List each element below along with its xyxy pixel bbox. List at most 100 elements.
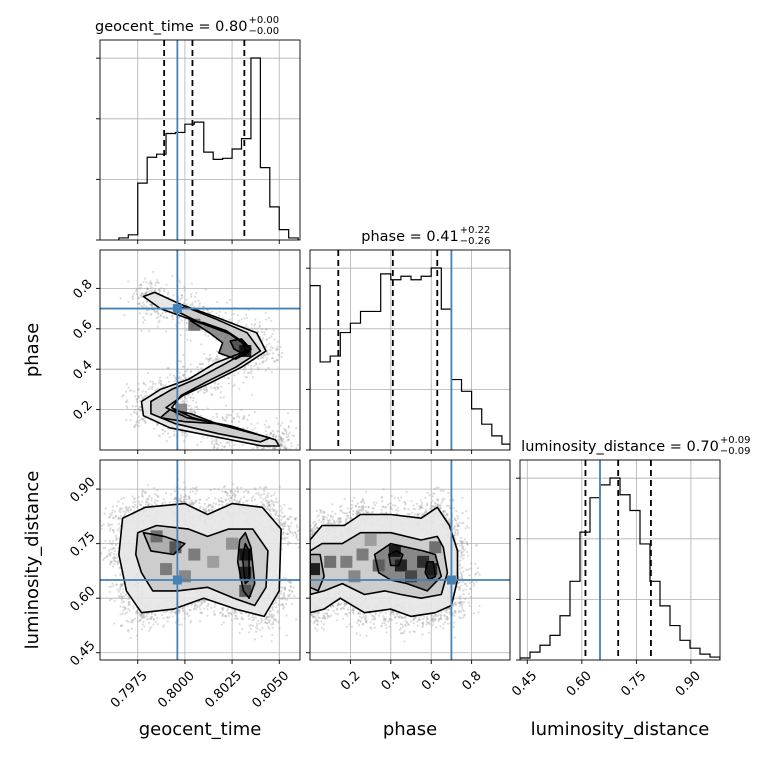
scatter-point	[435, 498, 438, 501]
scatter-point	[236, 415, 239, 418]
scatter-point	[270, 494, 273, 498]
scatter-point	[115, 543, 118, 546]
scatter-point	[213, 386, 216, 389]
scatter-point	[145, 281, 148, 284]
scatter-point	[264, 499, 267, 502]
scatter-point	[213, 487, 216, 490]
scatter-point	[276, 430, 279, 433]
scatter-point	[229, 612, 232, 615]
scatter-point	[404, 503, 407, 506]
scatter-point	[188, 495, 191, 498]
scatter-point	[145, 612, 148, 616]
scatter-point	[155, 503, 158, 506]
scatter-point	[273, 617, 276, 620]
scatter-point	[338, 520, 341, 524]
scatter-point	[294, 531, 297, 534]
scatter-point	[345, 625, 348, 629]
scatter-point	[144, 420, 147, 423]
scatter-point	[362, 505, 365, 509]
scatter-point	[361, 506, 364, 509]
scatter-point	[427, 621, 431, 625]
scatter-point	[141, 493, 144, 496]
scatter-point	[436, 499, 439, 502]
scatter-point	[223, 485, 226, 488]
density-cell	[324, 555, 337, 568]
scatter-point	[241, 443, 244, 446]
scatter-point	[282, 437, 285, 440]
scatter-point	[135, 398, 138, 401]
scatter-point	[251, 428, 254, 432]
scatter-point	[275, 497, 278, 500]
scatter-point	[365, 490, 368, 493]
scatter-point	[195, 401, 198, 404]
scatter-point	[322, 521, 325, 524]
scatter-point	[463, 553, 466, 556]
scatter-point	[133, 497, 136, 500]
scatter-point	[459, 601, 462, 604]
scatter-point	[423, 511, 427, 514]
scatter-point	[285, 431, 288, 434]
scatter-point	[277, 353, 280, 356]
scatter-point	[120, 584, 123, 588]
scatter-point	[110, 560, 113, 563]
scatter-point	[258, 325, 261, 328]
scatter-point	[388, 619, 391, 622]
scatter-point	[196, 443, 199, 446]
scatter-point	[133, 505, 136, 509]
scatter-point	[304, 542, 306, 544]
scatter-point	[210, 357, 213, 360]
scatter-point	[166, 293, 169, 296]
scatter-point	[173, 430, 176, 433]
scatter-point	[149, 280, 152, 283]
scatter-point	[421, 622, 424, 625]
scatter-point	[213, 610, 216, 613]
scatter-point	[314, 615, 317, 618]
scatter-point	[147, 502, 150, 505]
scatter-point	[250, 623, 253, 627]
scatter-point	[461, 574, 464, 577]
scatter-point	[365, 616, 368, 619]
scatter-point	[132, 605, 135, 608]
scatter-point	[267, 619, 270, 622]
y-tick-label: 0.90	[68, 475, 99, 506]
scatter-point	[361, 509, 364, 512]
scatter-point	[322, 613, 325, 617]
scatter-point	[372, 615, 375, 618]
scatter-point	[201, 362, 204, 366]
scatter-point	[274, 500, 277, 503]
scatter-point	[156, 281, 159, 284]
scatter-point	[242, 427, 245, 430]
scatter-point	[204, 331, 207, 334]
scatter-point	[267, 492, 270, 495]
scatter-point	[280, 507, 284, 510]
scatter-point	[135, 288, 139, 291]
scatter-point	[148, 494, 151, 498]
scatter-point	[201, 601, 204, 605]
scatter-point	[270, 623, 273, 626]
scatter-point	[189, 621, 192, 624]
scatter-point	[206, 407, 209, 410]
scatter-point	[171, 315, 174, 318]
scatter-point	[132, 607, 135, 610]
scatter-point	[180, 623, 183, 626]
scatter-point	[302, 601, 304, 603]
scatter-point	[129, 413, 133, 416]
scatter-point	[459, 571, 462, 574]
scatter-point	[431, 618, 434, 621]
scatter-point	[206, 358, 209, 361]
scatter-point	[250, 422, 253, 426]
scatter-point	[119, 605, 122, 608]
scatter-point	[202, 305, 205, 308]
scatter-point	[293, 595, 296, 598]
scatter-point	[402, 625, 405, 628]
scatter-point	[442, 510, 445, 513]
scatter-point	[332, 605, 335, 608]
scatter-point	[268, 609, 271, 612]
scatter-point	[329, 522, 332, 525]
scatter-point	[157, 434, 160, 437]
scatter-point	[133, 425, 137, 428]
scatter-point	[277, 515, 280, 518]
scatter-point	[321, 517, 324, 520]
scatter-point	[108, 542, 112, 545]
scatter-point	[247, 363, 250, 366]
